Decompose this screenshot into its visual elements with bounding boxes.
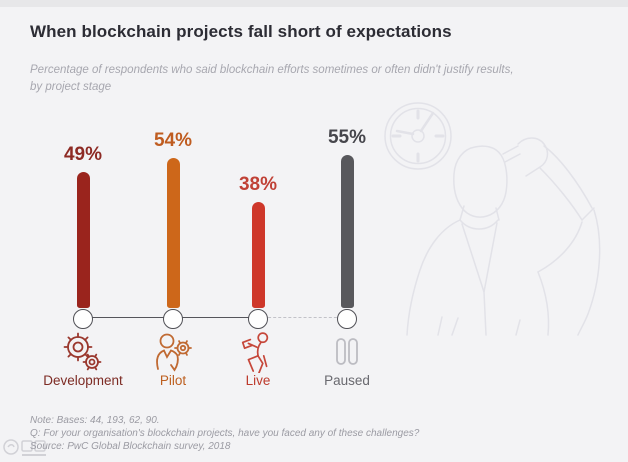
chart-column-development: 49% Development <box>38 0 128 462</box>
thinking-person-figure <box>406 137 601 336</box>
chart-footnotes: Note: Bases: 44, 193, 62, 90. Q: For you… <box>30 414 590 453</box>
value-label: 54% <box>153 130 193 151</box>
gears-icon <box>63 332 102 371</box>
value-label: 55% <box>327 127 367 148</box>
category-label: Pilot <box>159 373 187 388</box>
value-label: 38% <box>238 174 278 195</box>
note-question: Q: For your organisation's blockchain pr… <box>30 428 420 439</box>
paused-bar <box>340 155 354 308</box>
clock-person-illustration <box>384 102 601 336</box>
clock-icon <box>384 102 452 170</box>
category-label: Paused <box>324 373 370 388</box>
baseline-dashed-connector <box>258 317 347 318</box>
pilot-bar <box>166 158 180 308</box>
development-bar <box>76 172 90 308</box>
pause-icon <box>336 338 358 365</box>
axis-node <box>72 309 93 329</box>
chart-column-live: 38% Live <box>213 0 303 462</box>
note-bases: Note: Bases: 44, 193, 62, 90. <box>30 415 160 426</box>
chart-column-pilot: 54% Pilot <box>128 0 218 462</box>
top-strip <box>0 0 628 7</box>
value-label: 49% <box>63 144 103 165</box>
category-label: Development <box>43 373 123 388</box>
person-laptop-icon <box>241 332 269 373</box>
subtitle-line1: Percentage of respondents who said block… <box>30 64 514 76</box>
chart-column-paused: 55% Paused <box>302 0 392 462</box>
axis-node <box>247 309 268 329</box>
category-label: Live <box>245 373 271 388</box>
axis-node <box>336 309 357 329</box>
axis-node <box>162 309 183 329</box>
note-source: Source: PwC Global Blockchain survey, 20… <box>30 441 231 452</box>
watermark <box>3 439 46 456</box>
page-title: When blockchain projects fall short of e… <box>30 22 452 41</box>
subtitle-line2: by project stage <box>30 81 112 93</box>
live-bar <box>251 202 265 308</box>
chart-subtitle: Percentage of respondents who said block… <box>30 62 570 96</box>
person-gear-icon <box>156 333 192 372</box>
